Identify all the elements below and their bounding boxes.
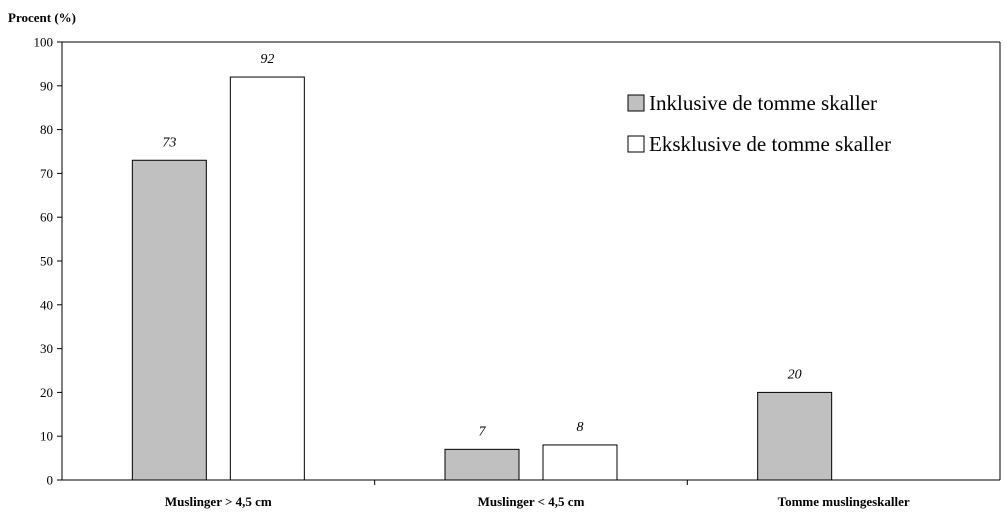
y-tick-label: 20: [40, 385, 53, 400]
legend-label: Inklusive de tomme skaller: [649, 91, 877, 115]
bar: [542, 444, 618, 481]
bar: [131, 159, 207, 481]
data-label: 20: [788, 367, 802, 382]
y-tick-label: 40: [40, 297, 53, 312]
x-tick-label: Muslinger > 4,5 cm: [165, 494, 272, 509]
bar: [229, 76, 305, 481]
bar: [444, 448, 520, 481]
x-tick-label: Tomme muslingeskaller: [778, 494, 910, 509]
data-label: 73: [162, 135, 176, 150]
y-tick-label: 50: [40, 254, 53, 269]
x-tick-label: Muslinger < 4,5 cm: [478, 494, 585, 509]
y-axis-title: Procent (%): [8, 10, 76, 25]
y-tick-label: 30: [40, 341, 53, 356]
legend-swatch: [627, 135, 645, 153]
y-tick-label: 70: [40, 166, 53, 181]
data-label: 92: [260, 52, 274, 67]
legend-swatch: [627, 94, 645, 112]
y-tick-label: 90: [40, 78, 53, 93]
legend: Inklusive de tomme skaller Eksklusive de …: [627, 91, 891, 156]
data-label: 8: [577, 420, 584, 435]
y-tick-label: 80: [40, 122, 53, 137]
y-tick-label: 10: [40, 429, 53, 444]
bar: [757, 391, 833, 481]
data-label: 7: [479, 424, 487, 439]
y-tick-label: 0: [47, 473, 54, 488]
bars: 73 7 20 92 8: [131, 52, 833, 481]
axes: 0 10 20 30 40 50 60 70 80 90 100 Muslinger > 4,5 cm…: [34, 35, 1001, 509]
y-tick-label: 100: [34, 35, 54, 50]
legend-label: Eksklusive de tomme skaller: [649, 132, 891, 156]
y-tick-label: 60: [40, 210, 53, 225]
